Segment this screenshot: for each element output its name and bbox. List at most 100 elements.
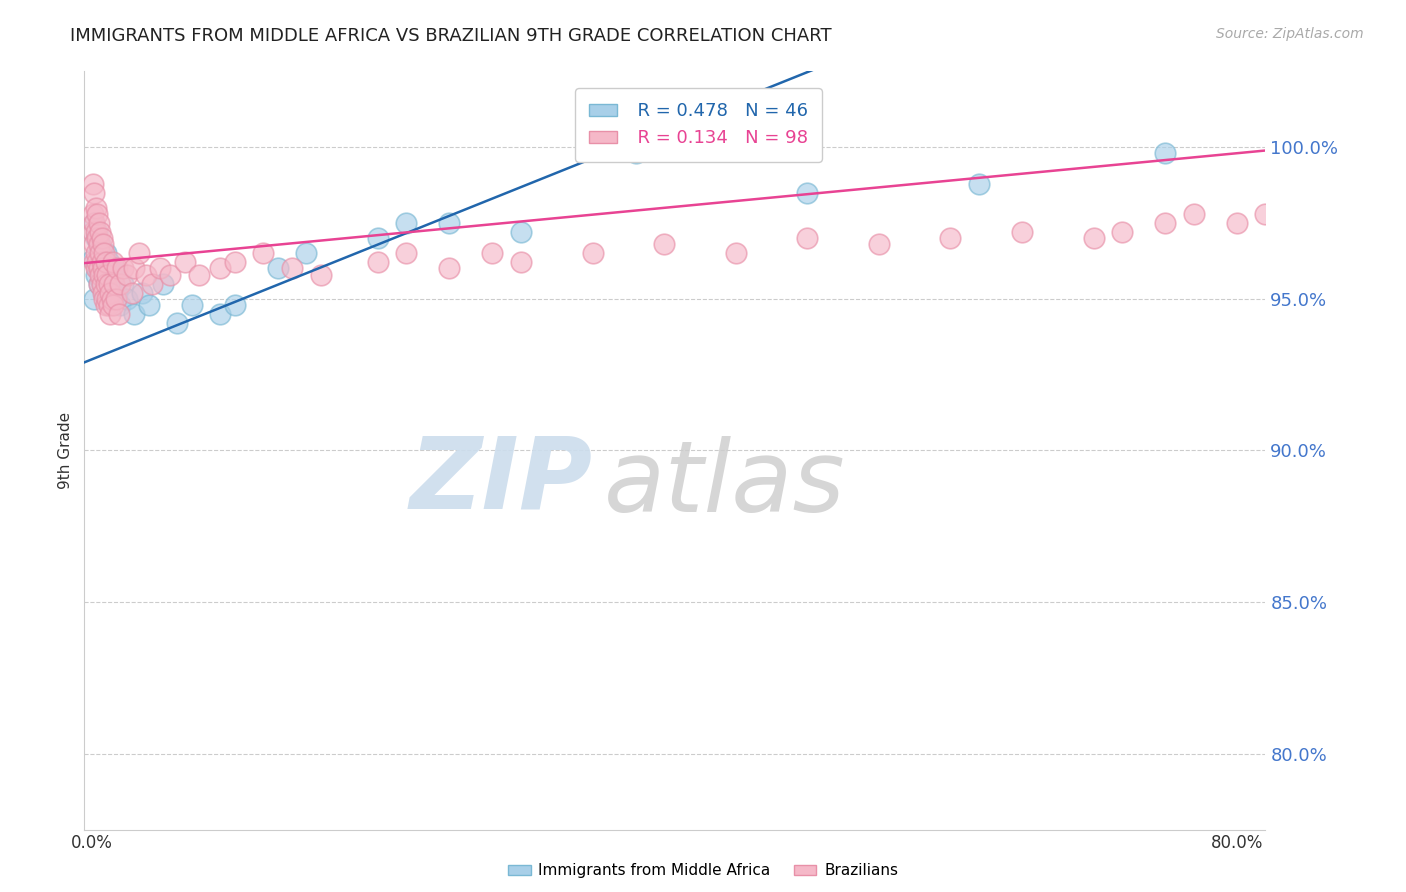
Legend: Immigrants from Middle Africa, Brazilians: Immigrants from Middle Africa, Brazilian…	[502, 857, 904, 884]
Point	[89, 268, 111, 282]
Point	[868, 237, 890, 252]
Point	[86, 255, 108, 269]
Point	[1254, 207, 1277, 221]
Point	[91, 285, 114, 300]
Y-axis label: 9th Grade: 9th Grade	[58, 412, 73, 489]
Point	[83, 216, 105, 230]
Point	[91, 246, 114, 260]
Point	[135, 268, 157, 282]
Point	[89, 237, 111, 252]
Point	[98, 285, 121, 300]
Point	[93, 246, 115, 260]
Point	[83, 216, 105, 230]
Point	[87, 261, 110, 276]
Point	[100, 292, 122, 306]
Point	[87, 277, 110, 291]
Point	[94, 277, 117, 291]
Point	[581, 246, 603, 260]
Point	[90, 231, 112, 245]
Point	[84, 268, 107, 282]
Point	[439, 216, 461, 230]
Point	[94, 277, 117, 291]
Point	[105, 285, 128, 300]
Point	[939, 231, 962, 245]
Point	[1398, 201, 1406, 215]
Point	[86, 261, 108, 276]
Point	[101, 255, 124, 269]
Point	[93, 261, 115, 276]
Text: atlas: atlas	[605, 436, 845, 533]
Point	[252, 246, 274, 260]
Point	[128, 246, 150, 260]
Point	[111, 277, 134, 291]
Text: Source: ZipAtlas.com: Source: ZipAtlas.com	[1216, 27, 1364, 41]
Point	[83, 237, 105, 252]
Point	[266, 261, 288, 276]
Point	[89, 246, 111, 260]
Point	[104, 292, 127, 306]
Point	[1111, 225, 1133, 239]
Point	[395, 246, 418, 260]
Point	[89, 225, 111, 239]
Point	[83, 292, 105, 306]
Point	[108, 277, 131, 291]
Point	[121, 285, 143, 300]
Point	[724, 246, 747, 260]
Point	[89, 261, 111, 276]
Point	[117, 268, 139, 282]
Point	[124, 261, 146, 276]
Point	[1182, 207, 1205, 221]
Point	[510, 255, 533, 269]
Point	[309, 268, 332, 282]
Point	[108, 298, 131, 312]
Point	[97, 255, 120, 269]
Point	[166, 316, 188, 330]
Point	[652, 237, 675, 252]
Point	[93, 292, 115, 306]
Point	[796, 186, 818, 200]
Point	[510, 225, 533, 239]
Point	[87, 237, 110, 252]
Point	[98, 292, 121, 306]
Point	[209, 261, 232, 276]
Point	[1154, 146, 1177, 161]
Point	[96, 292, 118, 306]
Point	[131, 285, 153, 300]
Point	[100, 261, 122, 276]
Point	[1011, 225, 1033, 239]
Point	[117, 292, 139, 306]
Point	[439, 261, 461, 276]
Point	[624, 146, 647, 161]
Point	[395, 216, 418, 230]
Point	[83, 255, 105, 269]
Point	[84, 246, 107, 260]
Point	[101, 277, 124, 291]
Point	[105, 261, 128, 276]
Point	[295, 246, 318, 260]
Point	[87, 277, 110, 291]
Point	[101, 298, 124, 312]
Point	[224, 255, 246, 269]
Point	[84, 261, 107, 276]
Point	[90, 255, 112, 269]
Point	[91, 268, 114, 282]
Point	[86, 207, 108, 221]
Point	[1226, 216, 1249, 230]
Point	[209, 307, 232, 321]
Point	[82, 177, 104, 191]
Point	[91, 237, 114, 252]
Point	[87, 216, 110, 230]
Point	[187, 268, 209, 282]
Point	[1298, 201, 1320, 215]
Point	[86, 225, 108, 239]
Point	[84, 231, 107, 245]
Point	[94, 246, 117, 260]
Point	[138, 298, 160, 312]
Point	[141, 277, 163, 291]
Point	[180, 298, 202, 312]
Point	[91, 261, 114, 276]
Point	[1083, 231, 1105, 245]
Point	[111, 261, 134, 276]
Point	[83, 186, 105, 200]
Point	[481, 246, 503, 260]
